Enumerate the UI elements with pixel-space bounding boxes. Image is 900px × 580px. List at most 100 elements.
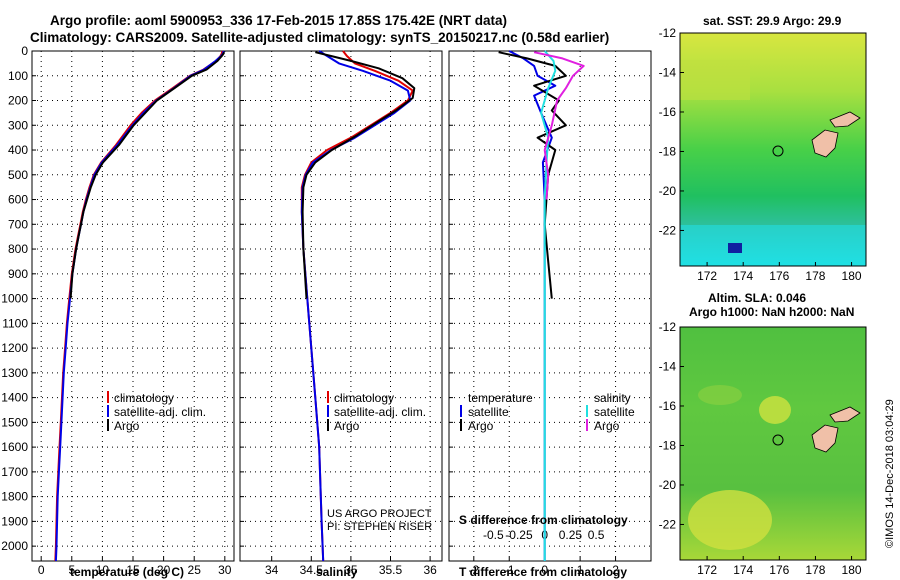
legend-satellite-label: satellite-adj. clim. [334, 405, 426, 419]
depth-tick-label: 1100 [2, 316, 28, 330]
x-tick-label: 0 [38, 563, 45, 577]
sst-field-patch [680, 60, 750, 100]
map-x-tick-label: 180 [842, 269, 862, 283]
x-tick-label: 5 [68, 563, 75, 577]
map-y-tick-label: -12 [659, 320, 677, 334]
depth-tick-label: 800 [8, 242, 28, 256]
series-line-salinity-argo [533, 51, 585, 200]
depth-tick-label: 500 [8, 168, 28, 182]
map-x-tick-label: 176 [769, 269, 789, 283]
difference-legend-temperature: temperature satellite Argo [460, 391, 533, 433]
map-y-tick-label: -18 [659, 144, 677, 158]
salinity-x-ticks: 34 34.5 35 35.5 36 [265, 557, 437, 577]
x-tick-label: 34 [265, 563, 279, 577]
salinity-x-label: salinity [316, 565, 358, 579]
sst-map-ticks: -12 -14 -16 -18 -20 -22 172 174 176 178 180 [659, 26, 862, 283]
salinity-panel: 34 34.5 35 35.5 36 salinity climatology sate… [239, 50, 443, 579]
x-tick-label: 36 [423, 563, 437, 577]
sst-map-frame [679, 32, 867, 267]
depth-tick-label: 1300 [1, 366, 28, 380]
depth-tick-label: 1000 [1, 292, 28, 306]
legend-s-satellite-label: satellite [594, 405, 635, 419]
temperature-legend: climatology satellite-adj. clim. Argo [107, 391, 206, 433]
difference-frame [448, 50, 652, 562]
series-line-temperature-argo [498, 51, 567, 299]
depth-tick-label: 1400 [1, 391, 28, 405]
map-x-tick-label: 178 [805, 269, 825, 283]
map-y-tick-label: -16 [659, 105, 677, 119]
depth-tick-label: 200 [8, 94, 28, 108]
depth-tick-label: 1600 [1, 440, 28, 454]
depth-tick-label: 100 [8, 69, 28, 83]
temperature-lines [54, 50, 226, 562]
x-tick-label: 0 [541, 563, 548, 577]
depth-tick-label: 1700 [1, 465, 28, 479]
sla-field-patch [698, 385, 742, 405]
map-y-tick-label: -22 [659, 517, 677, 531]
map-y-tick-label: -20 [659, 478, 677, 492]
difference-grid [449, 50, 651, 561]
x-tick-label: 2 [612, 563, 619, 577]
sst-profile-marker [772, 145, 784, 157]
legend-s-argo-label: Argo [594, 419, 620, 433]
legend-t-satellite-label: satellite [468, 405, 509, 419]
series-line-temperature-satellite [508, 50, 557, 561]
map-x-tick-label: 178 [805, 563, 825, 577]
credit-pi: PI: STEPHEN RISER [327, 521, 432, 533]
temperature-x-label: temperature (deg C) [70, 565, 184, 579]
sla-field-patch [688, 490, 772, 550]
difference-x-label: T difference from climatology [459, 565, 627, 579]
depth-tick-label: 700 [8, 217, 28, 231]
series-line-satellite-adj-clim- [300, 50, 412, 562]
sla-profile-marker [772, 434, 784, 446]
sla-map: Altim. SLA: 0.046 Argo h1000: NaN h2000:… [659, 291, 867, 577]
series-line-salinity-satellite [540, 50, 557, 561]
s-tick-label: 0.25 [559, 528, 583, 542]
salinity-lines [300, 50, 416, 562]
difference-legend-salinity: salinity satellite Argo [586, 391, 635, 433]
s-tick-label: 0.5 [588, 528, 605, 542]
legend-argo-label: Argo [114, 419, 140, 433]
sst-cold-patch [728, 243, 742, 253]
legend-climatology-label: climatology [334, 391, 394, 405]
map-x-tick-label: 176 [769, 563, 789, 577]
sla-island-vanua [829, 406, 861, 423]
figure-title-line1: Argo profile: aoml 5900953_336 17-Feb-20… [50, 13, 507, 28]
depth-tick-label: 1200 [1, 341, 28, 355]
legend-temperature-title: temperature [468, 391, 533, 405]
salinity-grid [240, 50, 442, 561]
depth-tick-label: 300 [8, 118, 28, 132]
legend-salinity-title: salinity [594, 391, 631, 405]
legend-satellite-label: satellite-adj. clim. [114, 405, 206, 419]
depth-tick-label: 600 [8, 193, 28, 207]
series-line-climatology [300, 50, 414, 562]
map-y-tick-label: -14 [659, 359, 677, 373]
depth-tick-label: 1800 [1, 490, 28, 504]
depth-tick-label: 400 [8, 143, 28, 157]
figure-title-line2: Climatology: CARS2009. Satellite-adjuste… [30, 30, 609, 45]
depth-tick-label: 900 [8, 267, 28, 281]
x-tick-label: 25 [188, 563, 202, 577]
difference-panel: -2 -1 0 1 2 -0.5 -0.25 0 0.25 0.5 T difference f… [448, 50, 652, 579]
legend-climatology-label: climatology [114, 391, 174, 405]
series-line-climatology [54, 50, 224, 562]
salinity-frame [239, 50, 443, 562]
map-x-tick-label: 180 [842, 563, 862, 577]
x-tick-label: -1 [504, 563, 515, 577]
sst-island-fiji [811, 129, 839, 158]
sla-field-patch [759, 396, 791, 424]
map-y-tick-label: -22 [659, 223, 677, 237]
x-tick-label: 35.5 [379, 563, 403, 577]
sla-map-title1: Altim. SLA: 0.046 [708, 291, 806, 305]
s-tick-label: -0.5 [483, 528, 504, 542]
map-y-tick-label: -14 [659, 65, 677, 79]
legend-t-argo-label: Argo [468, 419, 494, 433]
legend-argo-label: Argo [334, 419, 360, 433]
sst-map-title: sat. SST: 29.9 Argo: 29.9 [703, 14, 842, 28]
x-tick-label: 20 [157, 563, 171, 577]
series-line-argo [69, 51, 226, 299]
map-x-tick-label: 174 [733, 269, 753, 283]
map-x-tick-label: 172 [697, 269, 717, 283]
series-line-satellite-adj-clim- [54, 50, 225, 562]
